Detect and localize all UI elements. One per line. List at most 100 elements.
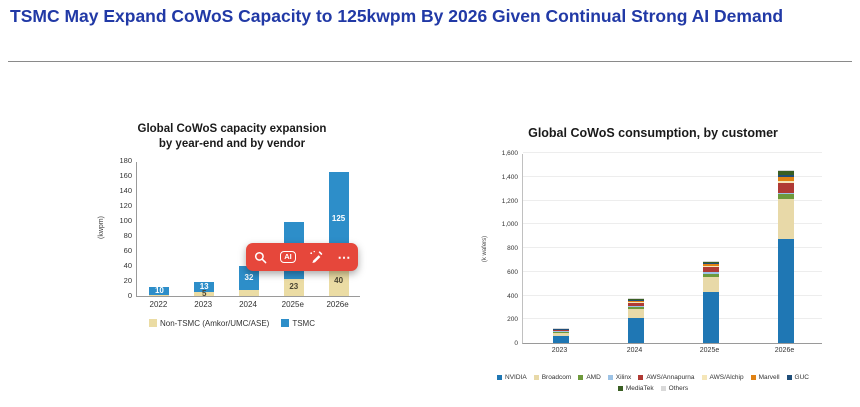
y-axis-tick: 600: [507, 268, 518, 276]
bar-segment: [777, 174, 794, 178]
bar-segment: [627, 306, 644, 309]
x-axis-label: 2025e: [699, 347, 720, 354]
bar-segment: [627, 298, 644, 300]
more-icon-glyph: ⋯: [337, 249, 351, 265]
bar: [702, 260, 719, 343]
bar-segment: [702, 264, 719, 266]
bar-segment: [149, 294, 170, 296]
legend-swatch: [533, 375, 539, 380]
page-title: TSMC May Expand CoWoS Capacity to 125kwp…: [10, 6, 784, 26]
bar-segment: [702, 267, 719, 273]
y-axis-tick: 40: [123, 260, 132, 270]
legend-label: AMD: [586, 374, 601, 381]
bar-segment: [777, 180, 794, 184]
bar: [627, 297, 644, 343]
legend-item: NVIDIA: [497, 374, 527, 381]
bar: 32: [239, 265, 259, 296]
bar-segment: [702, 263, 719, 265]
bar-segment: [627, 301, 644, 303]
bar-segment: [702, 273, 719, 277]
bar: 40 125: [328, 172, 349, 296]
bar-segment: [702, 260, 719, 263]
ai-icon[interactable]: AI: [278, 247, 298, 267]
x-axis-label: 2022: [149, 299, 168, 309]
bar-segment: [552, 328, 569, 330]
bar-segment: 10: [149, 287, 170, 295]
bar-segment: [627, 300, 644, 302]
plot-area: [522, 152, 822, 344]
legend-swatch: [148, 319, 157, 328]
y-axis-tick: 1,600: [501, 150, 518, 157]
bar-segment: [627, 297, 644, 299]
bar-segment: [627, 305, 644, 307]
y-axis-tick: 160: [119, 170, 132, 180]
chart-title-line1: Global CoWoS capacity expansion: [137, 123, 327, 135]
chart-area: (k wafers) 0 200 400 600 800 1,000 1,200 1,400 1…: [478, 150, 828, 366]
bar-segment: [552, 331, 569, 333]
legend-label: Non-TSMC (Amkor/UMC/ASE): [159, 318, 270, 328]
legend-swatch: [660, 386, 666, 391]
bar-segment: [777, 199, 794, 239]
bar: [777, 169, 794, 343]
legend-swatch: [578, 375, 584, 380]
more-icon[interactable]: ⋯: [334, 247, 354, 267]
consumption-chart: Global CoWoS consumption, by customer (k…: [478, 126, 828, 392]
gridline: [523, 294, 822, 296]
legend-item: Others: [660, 385, 688, 392]
legend-label: Marvell: [758, 374, 780, 381]
legend-item: Marvell: [750, 374, 780, 381]
legend-item: MediaTek: [617, 385, 654, 392]
legend-label: TSMC: [292, 318, 315, 328]
bar-segment: [777, 238, 794, 343]
y-axis-tick: 180: [119, 155, 132, 165]
bar-segment: 125: [328, 172, 349, 266]
bar-segment: 32: [239, 265, 259, 290]
bar-segment: [552, 332, 569, 336]
y-axis-tick: 800: [507, 245, 518, 252]
y-axis-tick: 20: [123, 275, 132, 285]
x-axis-label: 2024: [239, 299, 257, 309]
pen-icon[interactable]: [306, 247, 326, 267]
gridline: [523, 175, 822, 177]
y-axis-tick: 60: [123, 245, 132, 255]
title-divider: [8, 61, 852, 62]
y-axis-tick: 1,200: [501, 197, 518, 205]
legend: Non-TSMC (Amkor/UMC/ASE) TSMC: [98, 319, 366, 328]
legend-label: Xilinx: [615, 374, 632, 381]
legend-label: Broadcom: [541, 374, 572, 381]
y-axis-tick: 120: [119, 200, 132, 210]
legend-swatch: [638, 375, 644, 380]
legend-swatch: [497, 375, 503, 380]
legend-swatch: [617, 386, 623, 391]
bar-segment: [777, 183, 794, 193]
annotation-toolbar: AI ⋯: [246, 243, 358, 271]
chart-title-line2: by year-end and by vendor: [158, 137, 306, 150]
y-axis-tick: 1,000: [501, 221, 518, 229]
gridline: [523, 318, 822, 320]
y-axis-tick: 80: [123, 230, 132, 240]
gridline: [523, 247, 822, 248]
search-icon[interactable]: [250, 247, 270, 267]
x-axis-label: 2025e: [281, 299, 304, 309]
legend-item: AWS/Annapurna: [638, 374, 695, 381]
bar-segment: [552, 329, 569, 331]
bar: [552, 327, 569, 343]
y-axis-tick: 100: [119, 215, 132, 225]
legend-item: AWS/Alchip: [701, 374, 744, 381]
legend-swatch: [786, 375, 792, 380]
legend-label: AWS/Alchip: [709, 374, 744, 381]
y-axis-tick: 400: [507, 292, 518, 300]
bar-segment: [702, 262, 719, 264]
legend-item: Non-TSMC (Amkor/UMC/ASE): [148, 318, 270, 328]
legend-swatch: [607, 375, 613, 380]
capacity-expansion-chart: Global CoWoS capacity expansion by year-…: [98, 122, 366, 328]
bar: 5 13: [194, 282, 215, 297]
bar-segment: 13: [194, 282, 215, 293]
legend-item: Broadcom: [533, 374, 572, 381]
gridline: [523, 152, 822, 153]
x-axis-label: 2023: [551, 347, 568, 354]
chart-area: (kwpm) 0 20 40 60 80 100 120 140 160 180 10 5 13 32 2…: [98, 156, 366, 315]
y-axis-ticks: 0 20 40 60 80 100 120 140 160 180: [100, 156, 132, 300]
chart-title: Global CoWoS capacity expansion by year-…: [98, 122, 366, 152]
legend-label: GUC: [794, 374, 809, 381]
